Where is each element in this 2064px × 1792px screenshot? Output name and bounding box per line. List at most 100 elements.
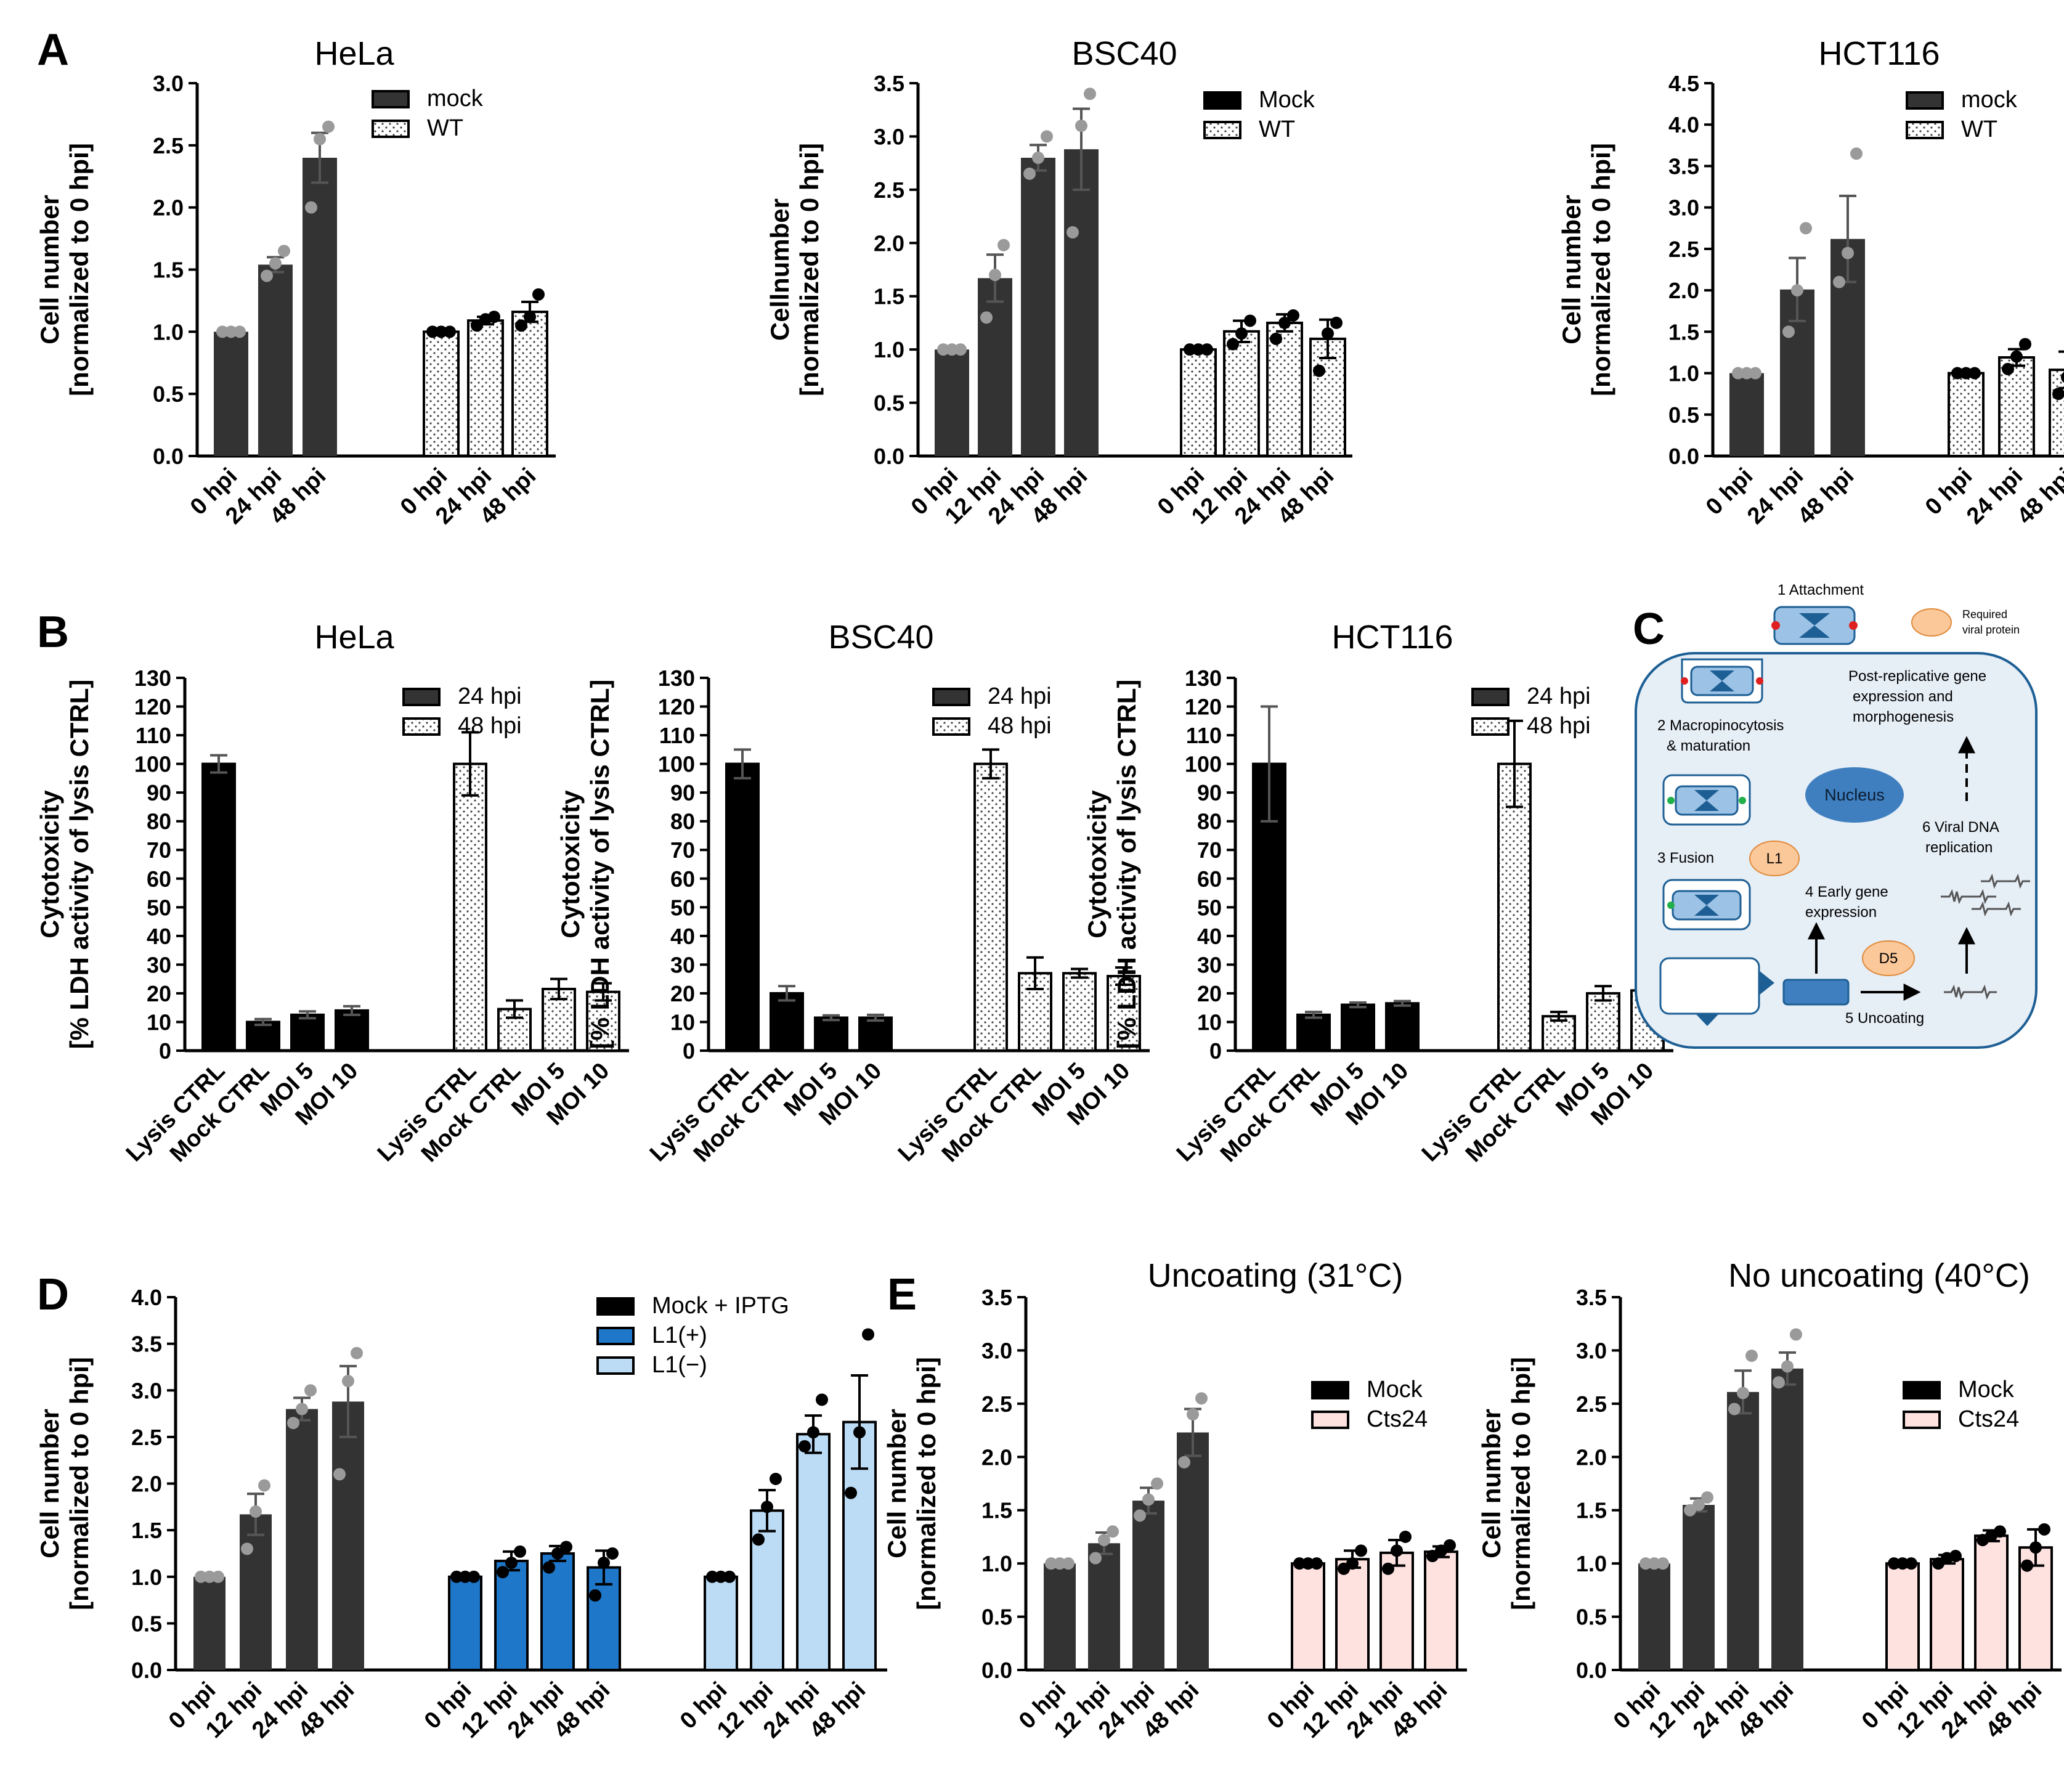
y-tick-label: 130 — [658, 666, 695, 691]
bar — [332, 1401, 364, 1670]
data-point — [333, 1468, 346, 1481]
legend-swatch — [1903, 1411, 1941, 1429]
data-point — [1142, 1493, 1155, 1506]
data-point — [1151, 1477, 1163, 1490]
data-point — [598, 1557, 610, 1570]
bar — [1021, 158, 1055, 456]
bar — [2049, 369, 2064, 458]
y-tick-label: 100 — [658, 752, 695, 777]
data-point — [1960, 367, 1972, 380]
legend-label: 48 hpi — [458, 713, 522, 739]
bar — [1266, 321, 1303, 458]
step-early-gene: 4 Early gene — [1805, 884, 1888, 900]
data-point — [2019, 338, 2031, 351]
y-axis-label: [normalized to 0 hpi] — [1587, 143, 1615, 396]
data-point — [980, 311, 993, 324]
y-tick-label: 0.5 — [874, 391, 904, 416]
data-point — [723, 1570, 736, 1583]
data-point — [444, 325, 456, 338]
y-tick-label: 110 — [136, 723, 171, 748]
legend-label: 24 hpi — [988, 683, 1052, 709]
macropinosome — [1681, 658, 1763, 704]
data-point — [1098, 1534, 1110, 1547]
y-tick-label: 3.5 — [874, 71, 904, 96]
data-point — [1195, 1392, 1208, 1405]
data-point — [1054, 1557, 1066, 1570]
data-point — [450, 1570, 463, 1583]
step-post-replicative: Post-replicative gene — [1848, 668, 1986, 685]
data-point — [212, 1570, 224, 1583]
y-tick-label: 2.5 — [131, 1425, 162, 1450]
bar — [258, 264, 293, 456]
legend-label: L1(−) — [652, 1352, 707, 1378]
data-point — [1951, 367, 1964, 380]
chart-bsc40-cytotoxicity: 0 10 20 30 40 50 60 70 80 90 100 110 120 130 Cytotoxic… — [556, 619, 1150, 1167]
step-macropinocytosis: 2 Macropinocytosis — [1657, 717, 1784, 734]
legend-swatch — [596, 1327, 635, 1345]
y-axis-label: Cell number — [882, 1409, 911, 1558]
legend-swatch — [1203, 91, 1241, 110]
bar — [1296, 1013, 1331, 1052]
data-point — [1781, 1360, 1794, 1373]
y-axis-label: [normalized to 0 hpi] — [1506, 1357, 1535, 1610]
bar — [1638, 1563, 1670, 1670]
y-axis-label: Cell number — [1477, 1409, 1506, 1558]
legend-swatch — [1471, 717, 1509, 736]
y-tick-label: 90 — [1197, 780, 1222, 805]
data-point — [296, 1403, 308, 1415]
step-expression: expression — [1805, 904, 1877, 921]
y-tick-label: 30 — [670, 952, 695, 977]
data-point — [1107, 1525, 1119, 1538]
data-point — [1745, 1350, 1758, 1362]
data-point — [459, 1570, 471, 1583]
bar — [1885, 1562, 1920, 1671]
data-point — [807, 1426, 819, 1439]
host-cell — [1635, 652, 2038, 1049]
chart-hela-cytotoxicity: 0 10 20 30 40 50 60 70 80 90 100 110 120 130 Cytotoxic… — [35, 619, 629, 1167]
legend-label: Cts24 — [1958, 1406, 2019, 1432]
chart-bsc40-cell-number: 0.0 0.5 1.0 1.5 2.0 2.5 3.0 3.5 Cellnumber [norma… — [765, 35, 1352, 529]
data-point — [798, 1440, 811, 1452]
data-point — [216, 325, 229, 338]
bar — [423, 330, 460, 457]
legend-swatch — [402, 717, 441, 736]
y-tick-label: 2.0 — [1668, 278, 1699, 303]
data-point — [305, 201, 317, 214]
data-point — [761, 1501, 773, 1513]
data-point — [241, 1542, 253, 1555]
data-point — [816, 1393, 828, 1406]
data-point — [2002, 362, 2014, 375]
data-point — [1737, 1387, 1749, 1399]
data-point — [1032, 152, 1044, 164]
y-tick-label: 70 — [670, 837, 695, 863]
legend-label: mock — [1961, 87, 2018, 113]
y-tick-label: 80 — [670, 809, 695, 834]
panel-letter-d: D — [37, 1270, 69, 1319]
legend-swatch — [372, 90, 410, 108]
y-tick-label: 3.0 — [131, 1378, 162, 1403]
step-fusion: 3 Fusion — [1657, 850, 1714, 866]
chart-title: HeLa — [314, 619, 394, 656]
y-axis-label: Cell number — [1557, 195, 1586, 344]
protein-d5 — [1862, 940, 1915, 976]
bar — [453, 762, 487, 1052]
data-point — [1399, 1530, 1412, 1543]
data-point — [1905, 1557, 1917, 1570]
bar — [1062, 972, 1097, 1053]
dna-genome — [1944, 984, 1997, 1000]
y-tick-label: 2.5 — [1668, 237, 1699, 262]
data-point — [1391, 1544, 1403, 1557]
x-tick-label: 24 hpi — [1742, 463, 1808, 529]
data-point — [505, 1557, 518, 1570]
y-tick-label: 0.5 — [981, 1605, 1012, 1630]
y-tick-label: 130 — [1185, 666, 1222, 691]
bar — [1930, 1558, 1964, 1671]
legend-label: WT — [1961, 116, 1997, 142]
y-tick-label: 0.5 — [131, 1611, 162, 1636]
data-point — [1278, 316, 1291, 329]
x-tick-label: 24 hpi — [1962, 463, 2028, 529]
data-point — [195, 1570, 207, 1583]
x-tick-label: 48 hpi — [2012, 463, 2064, 529]
y-tick-label: 20 — [1197, 981, 1222, 1006]
legend-swatch — [1471, 688, 1509, 706]
